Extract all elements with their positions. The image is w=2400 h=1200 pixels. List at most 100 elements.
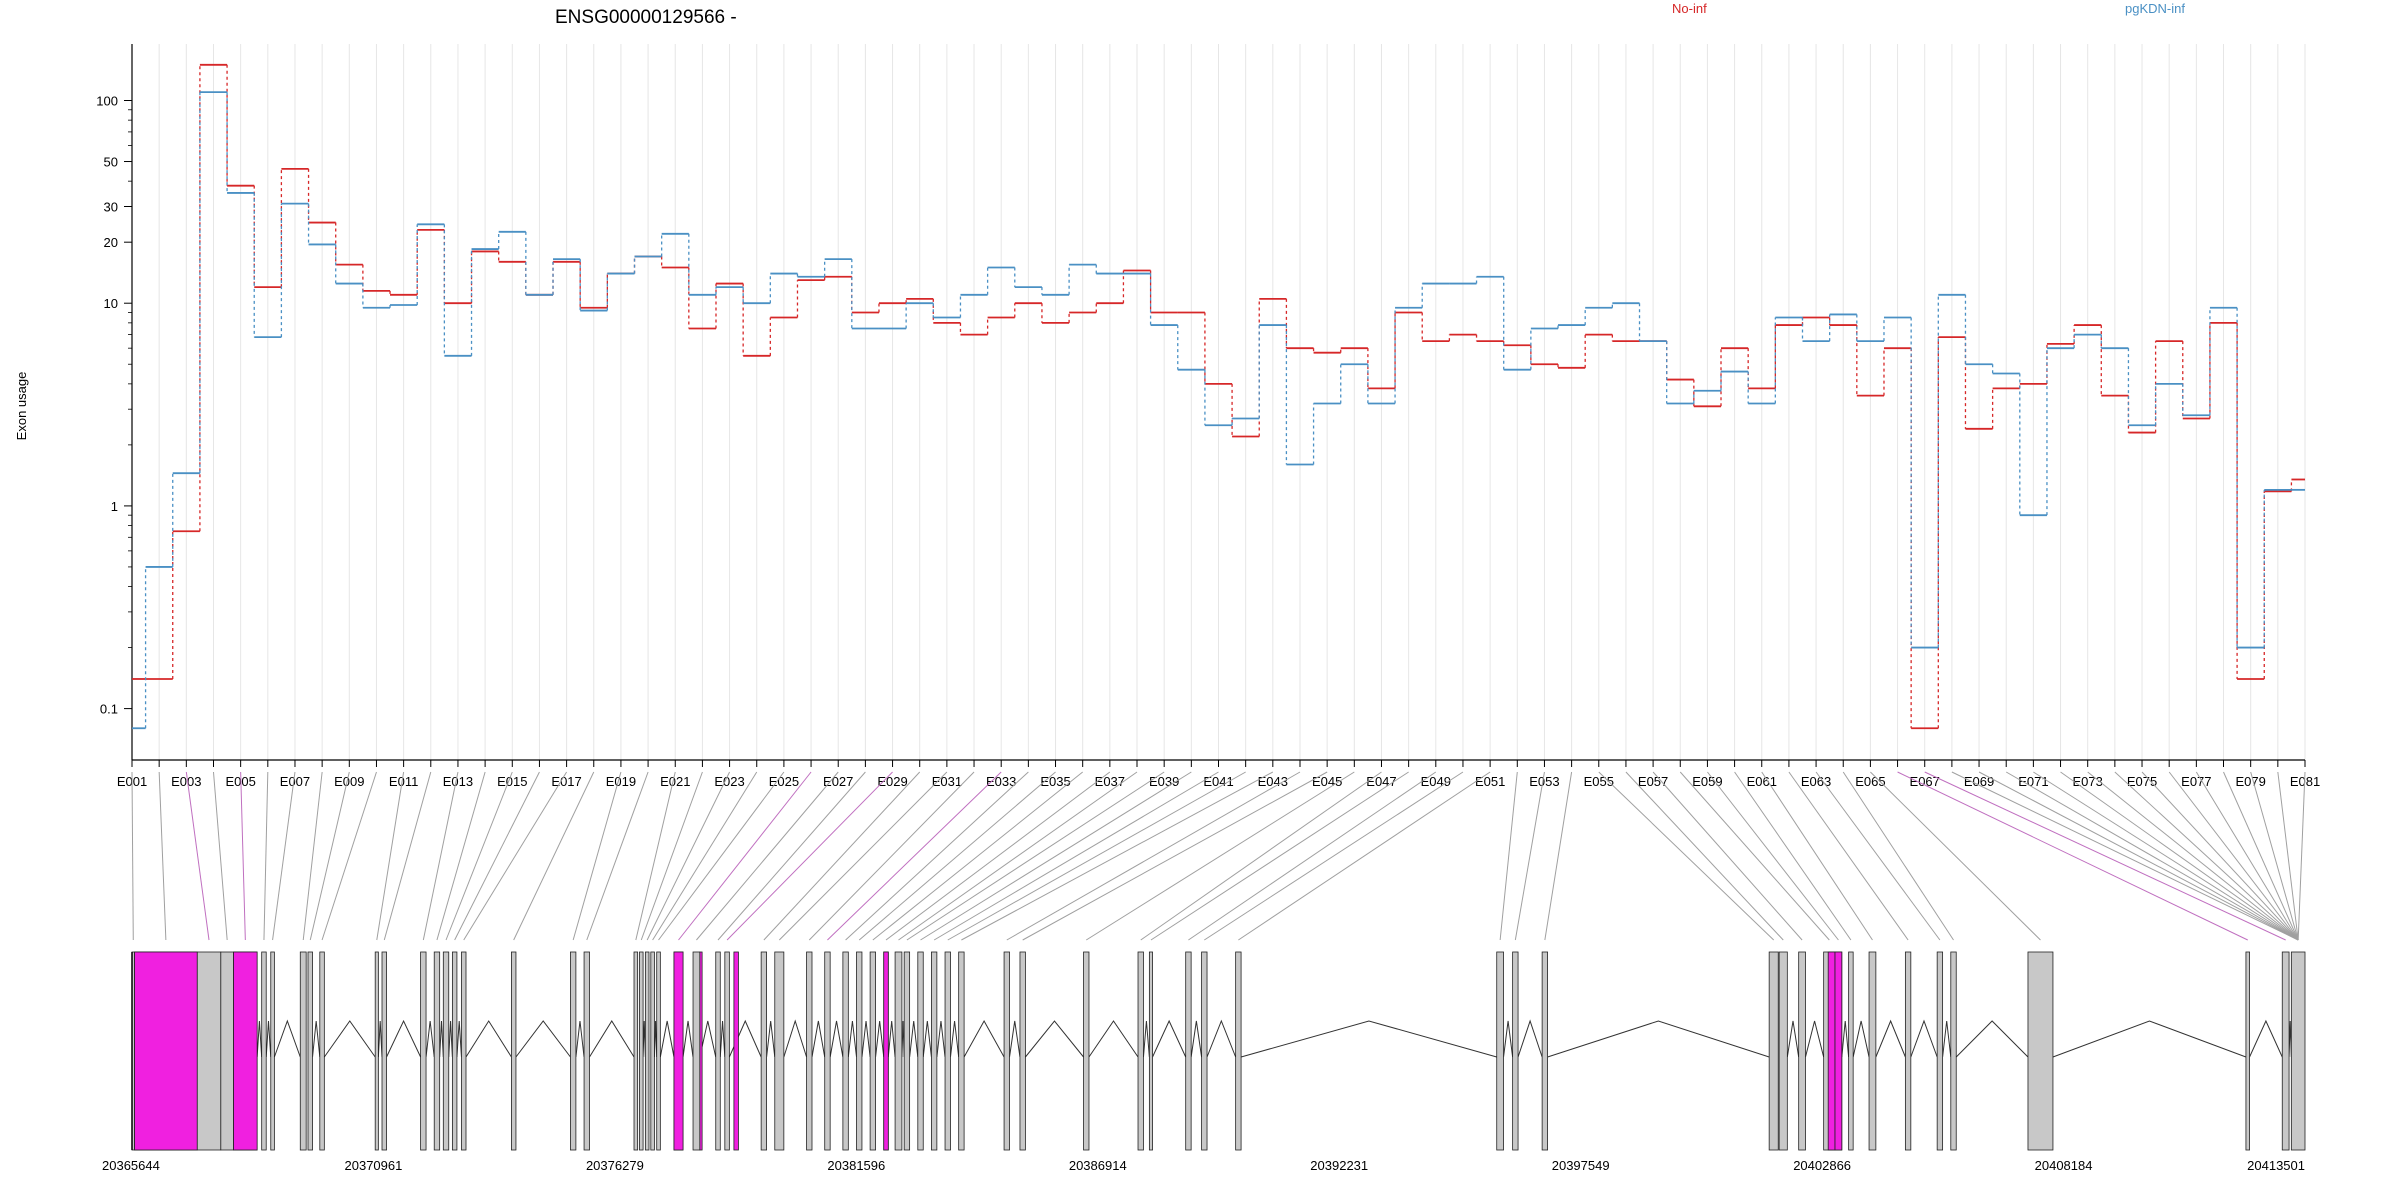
x-tick-label: E029 bbox=[877, 774, 907, 789]
x-tick-label: E019 bbox=[606, 774, 636, 789]
x-tick-label: E037 bbox=[1095, 774, 1125, 789]
exon-connector bbox=[1150, 771, 1409, 941]
exon-connector bbox=[1870, 771, 2041, 941]
intron-line bbox=[847, 1020, 857, 1058]
exon-connector bbox=[717, 771, 866, 941]
exon-box bbox=[1936, 951, 1944, 1151]
exon-connector bbox=[1734, 771, 1852, 941]
exon-box bbox=[2027, 951, 2054, 1151]
exon-box bbox=[196, 951, 222, 1151]
intron-line bbox=[909, 1020, 919, 1058]
exon-connector bbox=[640, 771, 703, 941]
x-tick-label: E075 bbox=[2127, 774, 2157, 789]
intron-line bbox=[922, 1020, 932, 1058]
exon-connector bbox=[272, 771, 296, 941]
x-tick-label: E073 bbox=[2073, 774, 2103, 789]
exon-box bbox=[639, 951, 644, 1151]
exon-connector bbox=[383, 771, 432, 941]
x-tick-label: E015 bbox=[497, 774, 527, 789]
series-no-inf bbox=[132, 63, 2305, 730]
intron-line bbox=[465, 1020, 512, 1058]
intron-line bbox=[659, 1020, 675, 1058]
exon-box bbox=[1003, 951, 1010, 1151]
exon-connector bbox=[1238, 771, 1491, 941]
coordinate-label: 20381596 bbox=[827, 1158, 885, 1173]
y-tick-label: 50 bbox=[104, 155, 118, 170]
x-tick-label: E033 bbox=[986, 774, 1016, 789]
legend-entry-no-inf: No-inf bbox=[1672, 1, 1707, 16]
x-tick-label: E007 bbox=[280, 774, 310, 789]
x-tick-label: E035 bbox=[1040, 774, 1070, 789]
exon-connector bbox=[2005, 771, 2299, 941]
coordinate-label: 20408184 bbox=[2035, 1158, 2093, 1173]
y-tick-label: 100 bbox=[96, 94, 118, 109]
x-tick-label: E067 bbox=[1910, 774, 1940, 789]
exon-box-highlighted bbox=[883, 951, 889, 1151]
coordinate-label: 20402866 bbox=[1793, 1158, 1851, 1173]
exon-box bbox=[270, 951, 275, 1151]
exon-connector bbox=[898, 771, 1138, 941]
intron-line bbox=[575, 1020, 585, 1058]
intron-line bbox=[1503, 1020, 1514, 1058]
intron-line bbox=[1517, 1019, 1543, 1058]
exon-box bbox=[461, 951, 467, 1151]
intron-line bbox=[1942, 1020, 1952, 1058]
exon-box bbox=[894, 951, 903, 1151]
x-tick-label: E041 bbox=[1203, 774, 1233, 789]
exon-connector bbox=[1652, 771, 1803, 941]
exon-box bbox=[1201, 951, 1208, 1151]
exon-box bbox=[806, 951, 813, 1151]
x-tick-label: E049 bbox=[1421, 774, 1451, 789]
x-tick-label: E065 bbox=[1855, 774, 1885, 789]
x-tick-label: E069 bbox=[1964, 774, 1994, 789]
intron-line bbox=[256, 1020, 263, 1058]
exon-box bbox=[1137, 951, 1144, 1151]
x-tick-label: E047 bbox=[1366, 774, 1396, 789]
exon-connector bbox=[436, 771, 486, 941]
exon-connector bbox=[2297, 771, 2306, 941]
exon-connector bbox=[309, 771, 350, 941]
intron-line bbox=[1142, 1020, 1150, 1058]
intron-line bbox=[811, 1020, 826, 1058]
exon-connector bbox=[827, 771, 1002, 941]
exon-connector bbox=[2141, 771, 2299, 941]
exon-box bbox=[442, 951, 450, 1151]
exon-connector bbox=[2168, 771, 2299, 941]
intron-line bbox=[1088, 1020, 1139, 1058]
exon-box bbox=[1496, 951, 1504, 1151]
exon-connector bbox=[1085, 771, 1355, 941]
intron-line bbox=[1786, 1020, 1800, 1058]
exon-connector bbox=[858, 771, 1056, 941]
x-tick-label: E039 bbox=[1149, 774, 1179, 789]
exon-connector bbox=[1544, 771, 1573, 941]
exon-box-highlighted bbox=[1834, 951, 1843, 1151]
exon-connector bbox=[2250, 771, 2299, 941]
exon-connector bbox=[1924, 771, 2286, 941]
exon-connector bbox=[445, 771, 513, 941]
intron-line bbox=[273, 1019, 301, 1058]
intron-line bbox=[1805, 1020, 1825, 1058]
exon-box bbox=[1848, 951, 1854, 1151]
exon-connector bbox=[513, 771, 595, 941]
intron-line bbox=[936, 1020, 946, 1058]
coordinate-label: 20376279 bbox=[586, 1158, 644, 1173]
exon-connector bbox=[263, 771, 269, 941]
x-tick-label: E059 bbox=[1692, 774, 1722, 789]
exon-box-highlighted bbox=[134, 951, 198, 1151]
chart-title: ENSG00000129566 - bbox=[555, 7, 737, 28]
intron-line bbox=[589, 1020, 635, 1058]
x-tick-label: E077 bbox=[2181, 774, 2211, 789]
legend-entry-pgkdn-inf: pgKDN-inf bbox=[2125, 1, 2185, 16]
x-tick-label: E017 bbox=[551, 774, 581, 789]
exon-connector bbox=[158, 771, 167, 941]
exon-connector bbox=[1140, 771, 1382, 941]
exon-box bbox=[958, 951, 965, 1151]
exon-box bbox=[2245, 951, 2250, 1151]
exon-connector bbox=[1499, 771, 1518, 941]
exon-connector bbox=[1006, 771, 1301, 941]
exon-connector bbox=[572, 771, 622, 941]
exon-box bbox=[633, 951, 639, 1151]
exon-connector bbox=[726, 771, 893, 941]
exon-box bbox=[570, 951, 577, 1151]
